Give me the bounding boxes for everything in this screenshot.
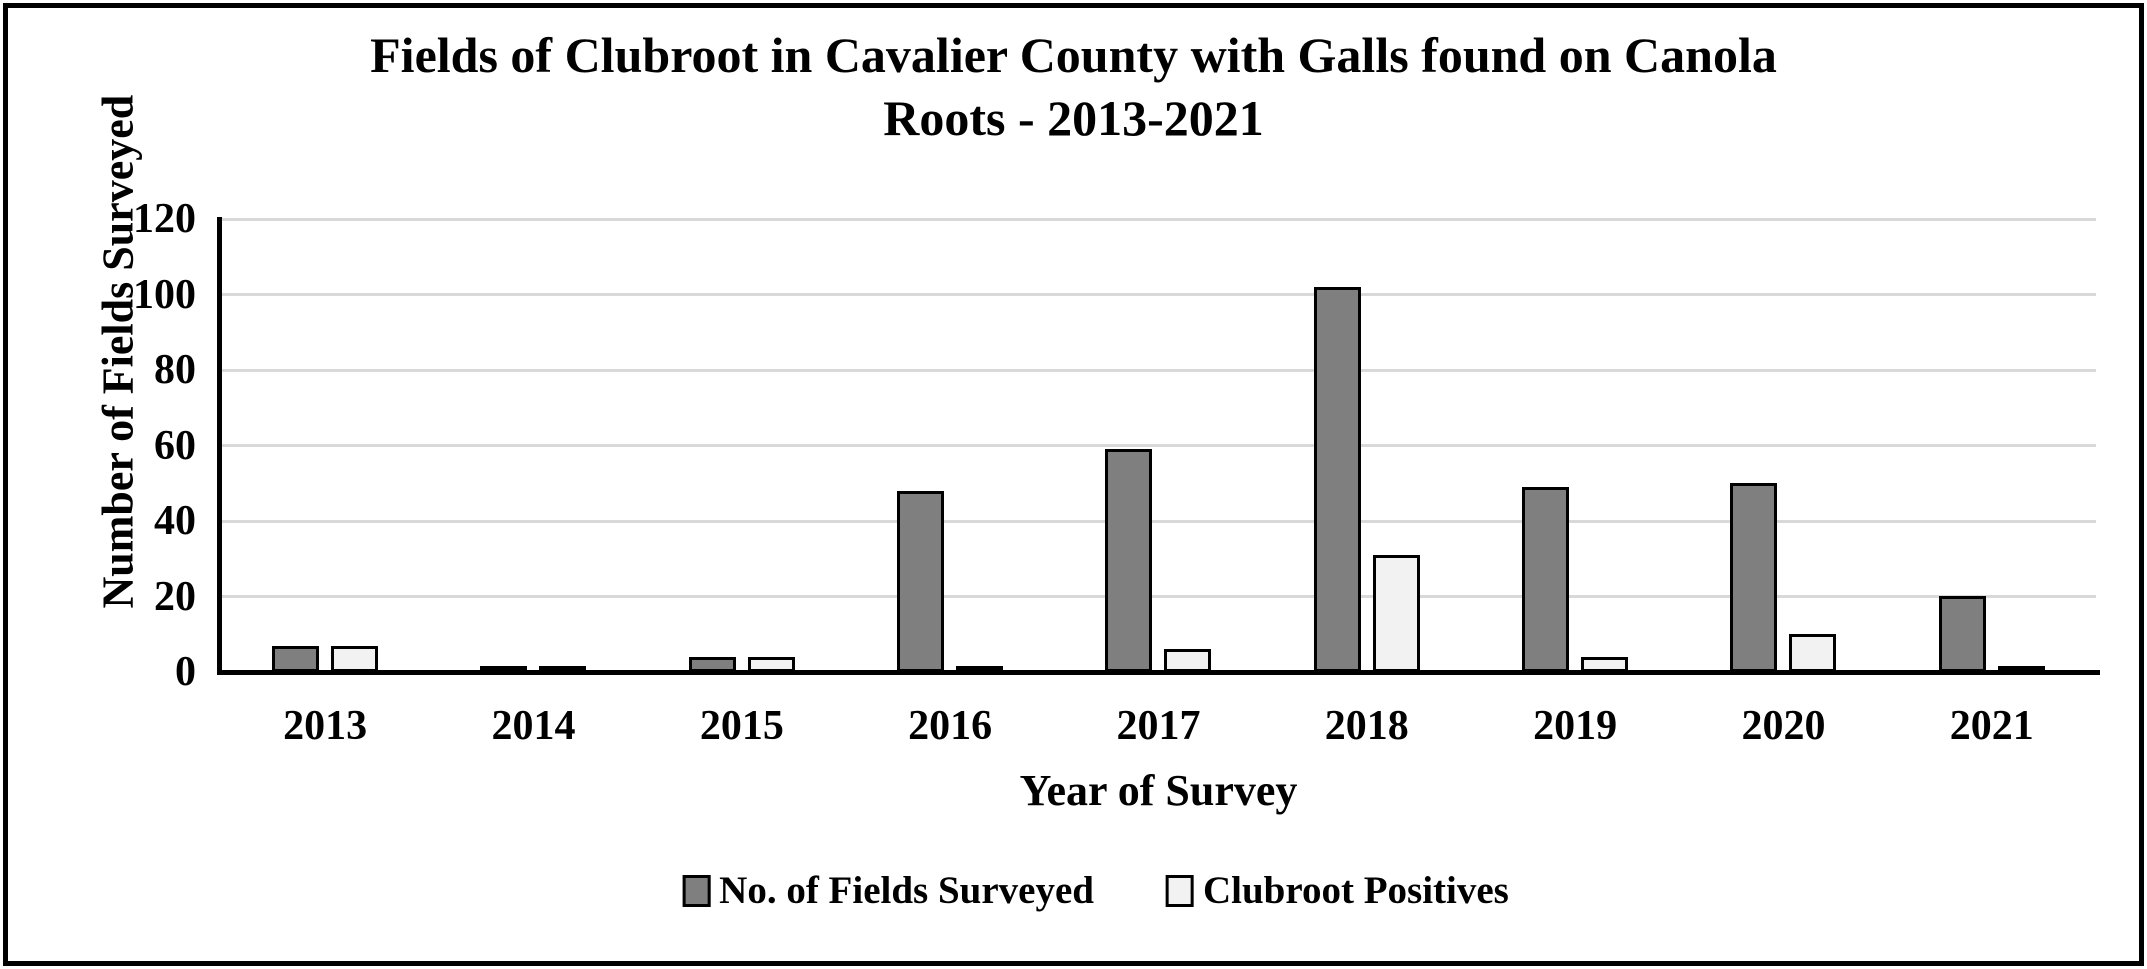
gridline-80 — [221, 368, 2096, 372]
bar-clubroot-positives-2017 — [1164, 649, 1212, 672]
gridline-120 — [221, 217, 2096, 221]
y-tick-label-20: 20 — [154, 573, 196, 620]
bar-group-2017 — [1054, 219, 1262, 672]
bar-group-2014 — [429, 219, 637, 672]
bar-no-of-fields-surveyed-2014 — [480, 666, 528, 672]
y-tick-label-100: 100 — [133, 271, 196, 318]
bar-group-2019 — [1471, 219, 1679, 672]
bar-group-2018 — [1263, 219, 1471, 672]
gridline-40 — [221, 519, 2096, 523]
gridline-20 — [221, 595, 2096, 598]
y-tick-label-60: 60 — [154, 422, 196, 469]
x-tick-label-2017: 2017 — [1116, 703, 1201, 749]
bar-group-2016 — [846, 219, 1054, 672]
gridline-60 — [221, 444, 2096, 447]
legend-marker-icon-no-of-fields-surveyed — [682, 874, 711, 907]
x-axis-tick-labels: 2013 2014 2015 2016 2017 2018 2019 2020 2021 — [221, 702, 2096, 750]
x-tick-label-2018: 2018 — [1324, 703, 1409, 749]
legend-item-clubroot-positives: Clubroot Positives — [1165, 868, 1509, 913]
bar-clubroot-positives-2016 — [956, 666, 1004, 672]
y-axis-line — [217, 217, 222, 675]
chart-title-line-2: Roots - 2013-2021 — [883, 90, 1264, 146]
bar-clubroot-positives-2019 — [1581, 657, 1629, 672]
gridline-100 — [221, 293, 2096, 296]
y-tick-label-0: 0 — [175, 649, 196, 695]
bar-clubroot-positives-2018 — [1372, 555, 1420, 672]
legend-item-no-of-fields-surveyed: No. of Fields Surveyed — [682, 868, 1094, 913]
bar-no-of-fields-surveyed-2021 — [1938, 596, 1986, 672]
bar-clubroot-positives-2014 — [539, 666, 587, 672]
bar-no-of-fields-surveyed-2020 — [1730, 483, 1778, 672]
x-tick-label-2015: 2015 — [699, 703, 784, 749]
bar-no-of-fields-surveyed-2018 — [1313, 287, 1361, 672]
x-tick-label-2016: 2016 — [908, 703, 993, 749]
bar-clubroot-positives-2020 — [1789, 634, 1837, 672]
bar-no-of-fields-surveyed-2016 — [897, 491, 945, 672]
legend-label-no-of-fields-surveyed: No. of Fields Surveyed — [719, 869, 1094, 912]
chart-title-line-1: Fields of Clubroot in Cavalier County wi… — [370, 27, 1777, 83]
bar-no-of-fields-surveyed-2019 — [1522, 487, 1570, 672]
bar-clubroot-positives-2015 — [747, 657, 795, 672]
bar-group-2013 — [221, 219, 429, 672]
x-axis-line — [217, 670, 2100, 675]
x-tick-label-2013: 2013 — [283, 703, 368, 749]
x-tick-label-2020: 2020 — [1741, 703, 1826, 749]
plot-area — [221, 217, 2096, 672]
bar-group-2021 — [1888, 219, 2096, 672]
chart-title: Fields of Clubroot in Cavalier County wi… — [0, 24, 2147, 150]
x-axis-title: Year of Survey — [1019, 766, 1298, 815]
legend-label-clubroot-positives: Clubroot Positives — [1202, 869, 1509, 912]
legend-marker-icon-clubroot-positives — [1165, 874, 1194, 907]
x-tick-label-2019: 2019 — [1533, 703, 1618, 749]
x-tick-label-2021: 2021 — [1949, 703, 2034, 749]
y-tick-label-120: 120 — [133, 196, 196, 242]
y-tick-label-80: 80 — [154, 347, 196, 393]
bar-no-of-fields-surveyed-2017 — [1105, 449, 1153, 672]
bar-clubroot-positives-2013 — [331, 646, 379, 672]
x-tick-label-2014: 2014 — [491, 703, 576, 749]
y-tick-label-40: 40 — [154, 498, 196, 544]
bar-no-of-fields-surveyed-2015 — [688, 657, 736, 672]
bar-group-2015 — [638, 219, 846, 672]
bar-clubroot-positives-2021 — [1997, 666, 2045, 672]
bar-no-of-fields-surveyed-2013 — [272, 646, 320, 672]
legend: No. of Fields Surveyed Clubroot Positives — [682, 868, 1509, 913]
bar-group-2020 — [1679, 219, 1887, 672]
